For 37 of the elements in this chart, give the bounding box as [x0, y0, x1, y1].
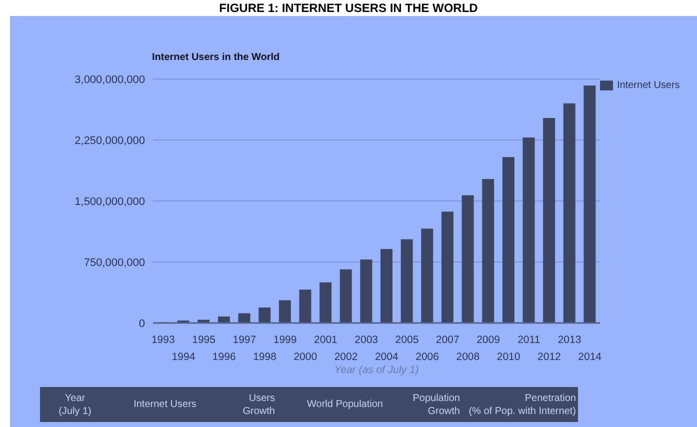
- x-tick-label: 2007: [436, 334, 460, 346]
- legend-label: Internet Users: [617, 80, 680, 92]
- x-tick-label: 2004: [374, 351, 398, 363]
- text: Users Growth: [242, 392, 275, 418]
- x-tick-label: 2005: [395, 334, 419, 346]
- x-tick-label: 2009: [476, 334, 500, 346]
- x-tick-label: 1996: [212, 351, 236, 363]
- x-tick-label: 2003: [354, 334, 378, 346]
- text: Population Growth: [412, 392, 460, 418]
- x-tick-label: 2006: [416, 351, 440, 363]
- x-tick-label: 2011: [518, 334, 540, 346]
- y-tick-label: 750,000,000: [84, 256, 145, 269]
- chart-title: FIGURE 1: INTERNET USERS IN THE WORLD: [219, 1, 478, 15]
- y-tick-label: 3,000,000,000: [74, 74, 145, 86]
- x-tick-label: 2010: [496, 351, 520, 363]
- y-tick-label: 0: [138, 318, 145, 330]
- x-tick-label: 2008: [456, 351, 480, 363]
- y-tick-label: 1,500,000,000: [74, 196, 145, 208]
- chart-subtitle: Internet Users in the World: [152, 52, 280, 63]
- x-tick-label: 1994: [172, 351, 196, 363]
- x-tick-label: 2000: [294, 351, 318, 363]
- x-tick-label: 2013: [558, 334, 582, 346]
- x-tick-label: 2012: [538, 351, 562, 363]
- x-tick-label: 2001: [314, 334, 338, 346]
- text: World Population: [307, 398, 383, 411]
- x-tick-label: 2002: [334, 351, 358, 363]
- x-tick-label: 1999: [273, 334, 297, 346]
- text: Internet Users: [134, 398, 196, 411]
- text: Penetration (% of Pop. with Internet): [468, 392, 576, 418]
- x-tick-label: 2014: [578, 351, 602, 363]
- x-tick-label: 1998: [253, 351, 277, 363]
- x-tick-label: 1997: [232, 334, 256, 346]
- text: Year (July 1): [58, 392, 92, 418]
- y-tick-label: 2,250,000,000: [74, 134, 145, 147]
- x-tick-label: 1995: [192, 334, 216, 346]
- x-tick-label: 1993: [151, 334, 175, 346]
- x-axis-title: Year (as of July 1): [334, 364, 419, 376]
